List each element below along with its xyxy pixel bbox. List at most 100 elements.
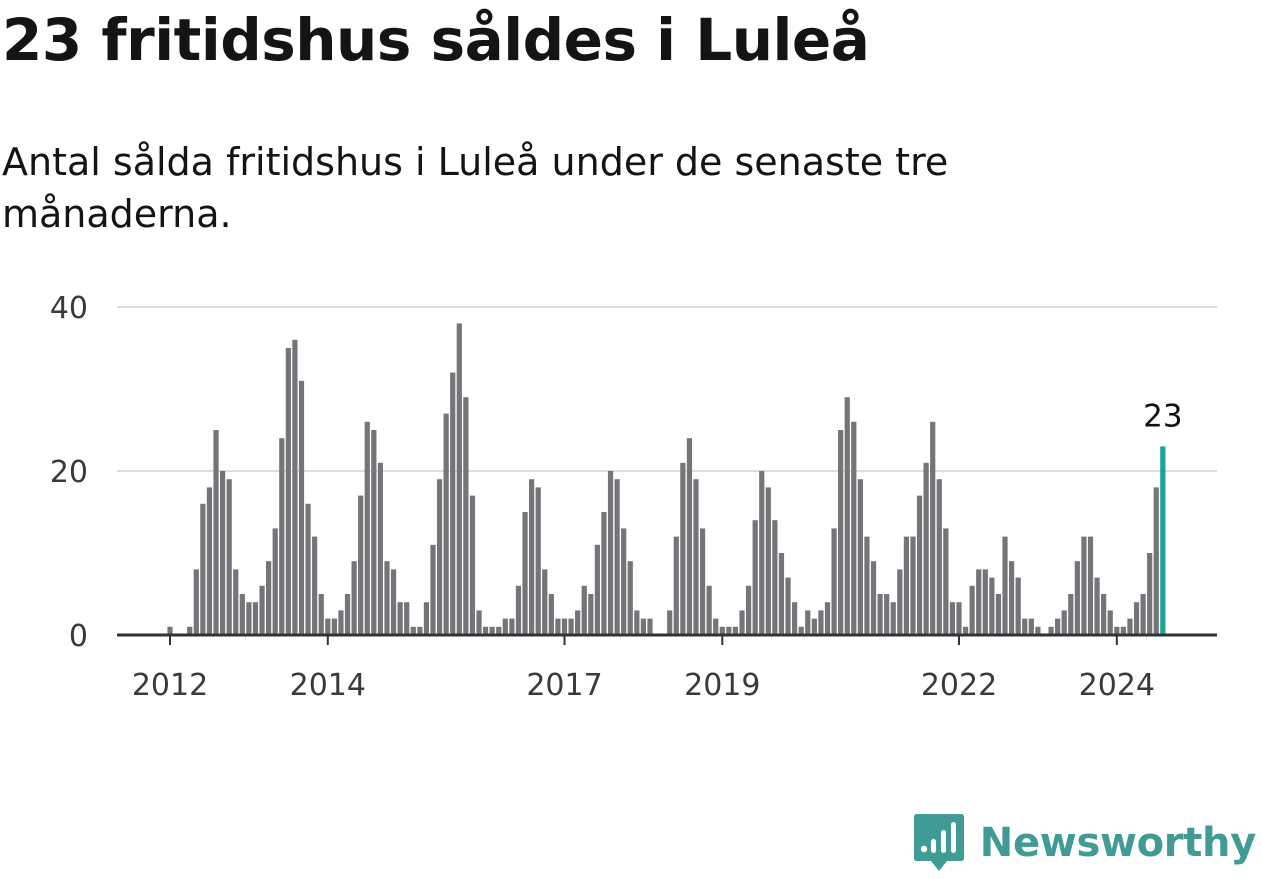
page-subtitle: Antal sålda fritidshus i Luleå under de …: [2, 140, 949, 236]
bar: [673, 536, 679, 635]
bar: [831, 528, 837, 635]
bar: [1048, 626, 1054, 635]
bar: [811, 618, 817, 635]
bar: [778, 553, 785, 635]
bar: [213, 430, 219, 635]
bar: [555, 618, 561, 635]
x-tick-label: 2017: [526, 668, 602, 703]
bar: [1140, 594, 1146, 635]
bar: [1114, 626, 1120, 635]
bar: [732, 626, 739, 635]
bar: [772, 520, 778, 635]
bar: [844, 397, 850, 635]
bar: [765, 487, 771, 635]
x-tick-label: 2022: [921, 668, 997, 703]
bar: [1022, 618, 1028, 635]
newsworthy-logo-icon: [913, 814, 964, 871]
last-value-label: 23: [1143, 398, 1182, 434]
bar: [423, 602, 430, 635]
bar: [193, 569, 199, 635]
y-tick-label: 0: [69, 619, 88, 654]
bar: [1107, 610, 1113, 635]
x-tick-label: 2014: [290, 668, 366, 703]
bar: [1087, 536, 1094, 635]
annotations: 23: [1143, 398, 1182, 434]
x-axis-ticks: 2012 2014 2017 2019 2022 2024: [132, 635, 1155, 703]
bar: [233, 569, 239, 635]
bar: [680, 462, 686, 635]
bar: [1009, 561, 1015, 635]
bar: [331, 618, 337, 635]
bar: [1035, 626, 1041, 635]
bar: [377, 462, 383, 635]
bar: [1127, 618, 1133, 635]
bar: [785, 577, 791, 635]
x-tick-label: 2019: [684, 668, 760, 703]
bar: [496, 626, 502, 635]
bar: [962, 626, 969, 635]
bar: [246, 602, 252, 635]
bar: [1153, 487, 1159, 635]
bar: [522, 512, 528, 635]
bar: [344, 594, 351, 635]
bar: [588, 594, 594, 635]
bar: [923, 462, 929, 635]
bar: [502, 618, 508, 635]
bar: [404, 602, 410, 635]
bar: [515, 585, 522, 635]
bar: [805, 610, 811, 635]
x-tick-label: 2012: [132, 668, 208, 703]
bar: [187, 626, 193, 635]
bar: [989, 577, 995, 635]
bar: [995, 594, 1002, 635]
y-tick-label: 20: [50, 455, 88, 490]
brand-name: Newsworthy: [979, 820, 1257, 866]
bar: [877, 594, 883, 635]
bar: [870, 561, 877, 635]
bar: [456, 323, 462, 635]
bar: [220, 471, 226, 635]
bar: [206, 487, 213, 635]
bar: [298, 380, 305, 635]
bar: [463, 397, 469, 635]
bar: [548, 594, 554, 635]
x-tick-label: 2024: [1079, 668, 1155, 703]
bar: [640, 618, 646, 635]
bar: [1081, 536, 1087, 635]
bar: [292, 339, 298, 635]
bar: [601, 512, 607, 635]
bar: [575, 610, 581, 635]
bar: [621, 528, 627, 635]
bar: [1068, 594, 1074, 635]
bar: [1094, 577, 1100, 635]
bar: [594, 544, 600, 635]
bar: [634, 610, 640, 635]
bar: [266, 561, 272, 635]
bar: [1101, 594, 1107, 635]
bar: [969, 585, 975, 635]
bar: [259, 585, 265, 635]
bar: [312, 536, 318, 635]
bar: [759, 471, 765, 635]
bar: [667, 610, 673, 635]
bar: [1015, 577, 1021, 635]
bar: [739, 610, 745, 635]
bars: [167, 323, 1166, 635]
bar: [910, 536, 916, 635]
bar: [305, 503, 311, 635]
bar: [857, 479, 863, 635]
bar: [976, 569, 982, 635]
bar: [279, 438, 285, 635]
bar: [884, 594, 890, 635]
bar: [1133, 602, 1140, 635]
bar: [384, 561, 390, 635]
bar: [272, 528, 278, 635]
bar: [792, 602, 798, 635]
bar: [529, 479, 535, 635]
bar: [226, 479, 232, 635]
bar: [351, 561, 357, 635]
bar: [1074, 561, 1080, 635]
bar: [706, 585, 712, 635]
bar: [930, 421, 936, 635]
